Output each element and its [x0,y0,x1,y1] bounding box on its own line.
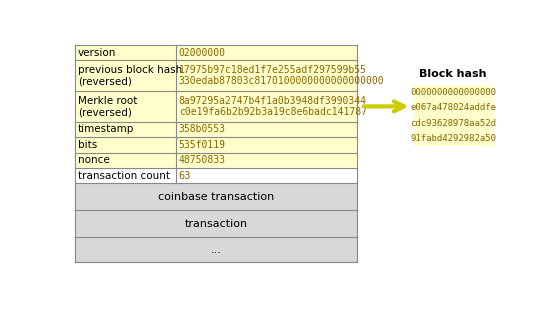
Text: transaction count: transaction count [78,171,170,181]
Text: previous block hash
(reversed): previous block hash (reversed) [78,65,182,86]
Text: 48750833: 48750833 [179,155,226,165]
Bar [413,85,493,147]
Text: 535f0119: 535f0119 [179,140,226,150]
Text: timestamp: timestamp [78,125,134,135]
Text: cdc93628978aa52d: cdc93628978aa52d [410,119,496,128]
Bar [75,168,357,184]
Text: 02000000: 02000000 [179,48,226,58]
Bar [75,237,357,262]
Text: 17975b97c18ed1f7e255adf297599b55
330edab87803c8170100000000000000000: 17975b97c18ed1f7e255adf297599b55 330edab… [179,65,384,86]
Text: e067a478024addfe: e067a478024addfe [410,103,496,112]
Bar [75,122,357,137]
Text: 91fabd4292982a50: 91fabd4292982a50 [410,134,496,143]
Text: 358b0553: 358b0553 [179,125,226,135]
Bar [75,137,357,153]
Bar [75,184,357,210]
Text: coinbase transaction: coinbase transaction [158,192,274,202]
Text: transaction: transaction [184,219,248,229]
Text: 8a97295a2747b4f1a0b3948df3990344
c0e19fa6b2b92b3a19c8e6badc141787: 8a97295a2747b4f1a0b3948df3990344 c0e19fa… [179,96,367,117]
Bar [75,153,357,168]
Text: ...: ... [211,245,222,255]
Text: version: version [78,48,117,58]
Bar [75,210,357,237]
Bar [75,60,357,91]
Text: Block hash: Block hash [420,69,487,79]
Text: 0000000000000000: 0000000000000000 [410,88,496,97]
Text: Merkle root
(reversed): Merkle root (reversed) [78,96,138,117]
Text: 63: 63 [179,171,191,181]
Bar [75,45,357,60]
Text: nonce: nonce [78,155,110,165]
Text: bits: bits [78,140,97,150]
Bar [75,91,357,122]
